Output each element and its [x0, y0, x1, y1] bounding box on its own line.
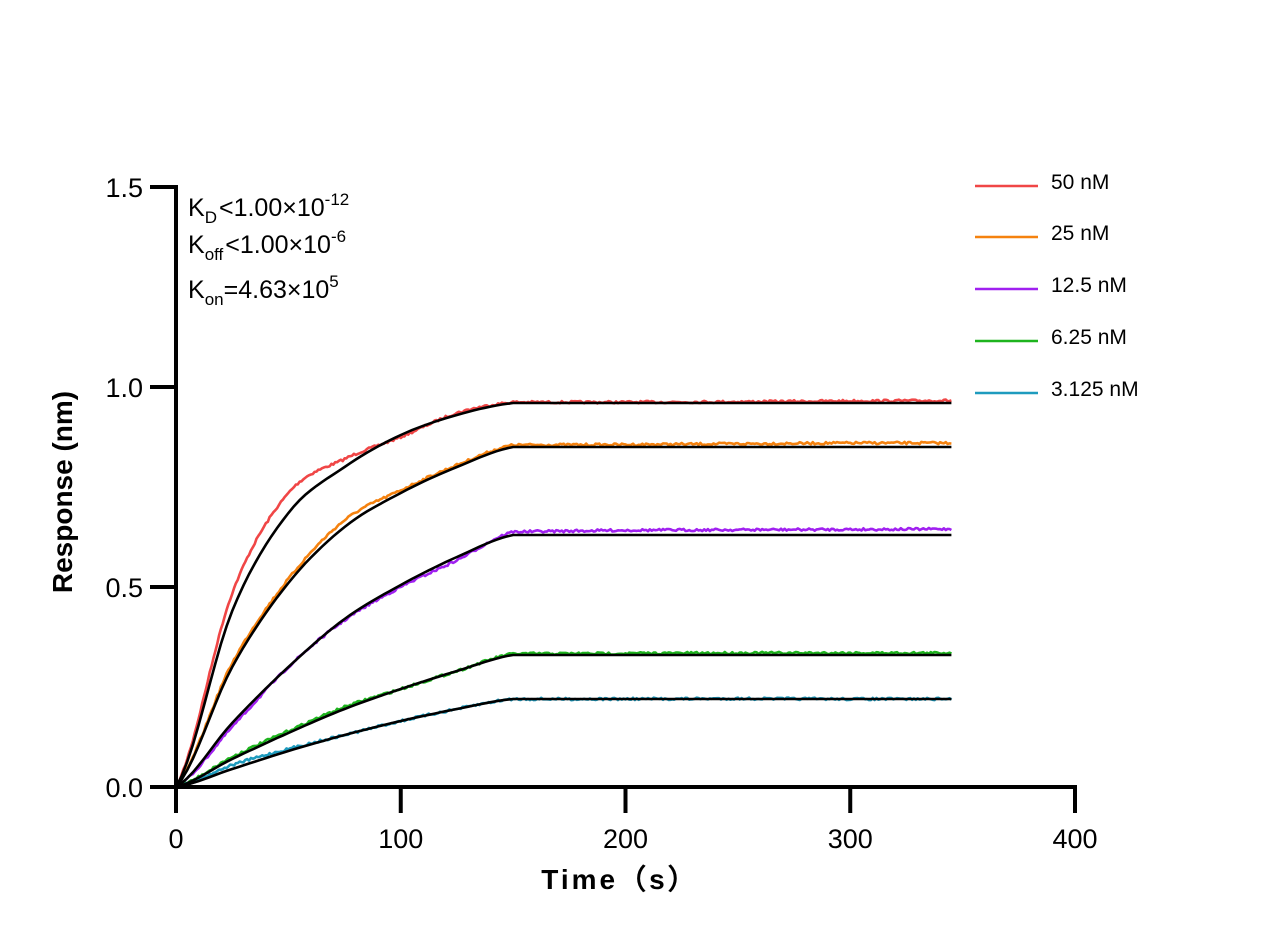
- legend: 50 nM 25 nM 12.5 nM 6.25 nM 3.125 nM: [975, 171, 1139, 401]
- legend-item: 3.125 nM: [975, 378, 1139, 401]
- curves-layer: [174, 398, 953, 789]
- fit-line-50-nM: [174, 401, 952, 788]
- legend-item: 50 nM: [975, 171, 1109, 194]
- legend-item: 12.5 nM: [975, 274, 1127, 297]
- fit-line-6-25-nM: [175, 653, 952, 789]
- legend-label: 12.5 nM: [1051, 274, 1127, 297]
- y-tick-label: 0.5: [105, 573, 143, 603]
- legend-item: 6.25 nM: [975, 326, 1127, 349]
- y-ticks: 0.0 0.5 1.0 1.5: [105, 173, 176, 803]
- x-tick-label: 200: [603, 824, 648, 854]
- fit-line-12-5-nM: [175, 533, 952, 789]
- series-line-25-nM: [174, 440, 952, 788]
- x-tick-label: 400: [1052, 824, 1097, 854]
- legend-label: 50 nM: [1051, 171, 1109, 194]
- legend-item: 25 nM: [975, 222, 1109, 245]
- series-line-6-25-nM: [175, 650, 952, 789]
- x-ticks: 0 100 200 300 400: [168, 787, 1098, 854]
- fit-line-25-nM: [174, 445, 952, 788]
- annotation-kon: Kon=4.63×105: [188, 272, 339, 309]
- x-tick-label: 300: [828, 824, 873, 854]
- x-tick-label: 100: [378, 824, 423, 854]
- x-axis-title: Time（s）: [541, 863, 698, 895]
- x-tick-label: 0: [168, 824, 183, 854]
- series-line-3-125-nM: [175, 696, 953, 789]
- y-axis-title: Response (nm): [47, 391, 78, 593]
- legend-label: 3.125 nM: [1051, 378, 1139, 401]
- y-tick-label: 0.0: [105, 773, 143, 803]
- fit-curves-layer: [174, 401, 952, 789]
- legend-label: 6.25 nM: [1051, 326, 1127, 349]
- y-tick-label: 1.5: [105, 173, 143, 203]
- annotation-koff: Koff<1.00×10-6: [188, 227, 346, 264]
- fit-line-3-125-nM: [175, 697, 952, 789]
- y-tick-label: 1.0: [105, 373, 143, 403]
- annotation-kd: KD<1.00×10-12: [188, 190, 349, 227]
- legend-label: 25 nM: [1051, 222, 1109, 245]
- kinetics-annotations: KD<1.00×10-12 Koff<1.00×10-6 Kon=4.63×10…: [188, 190, 349, 309]
